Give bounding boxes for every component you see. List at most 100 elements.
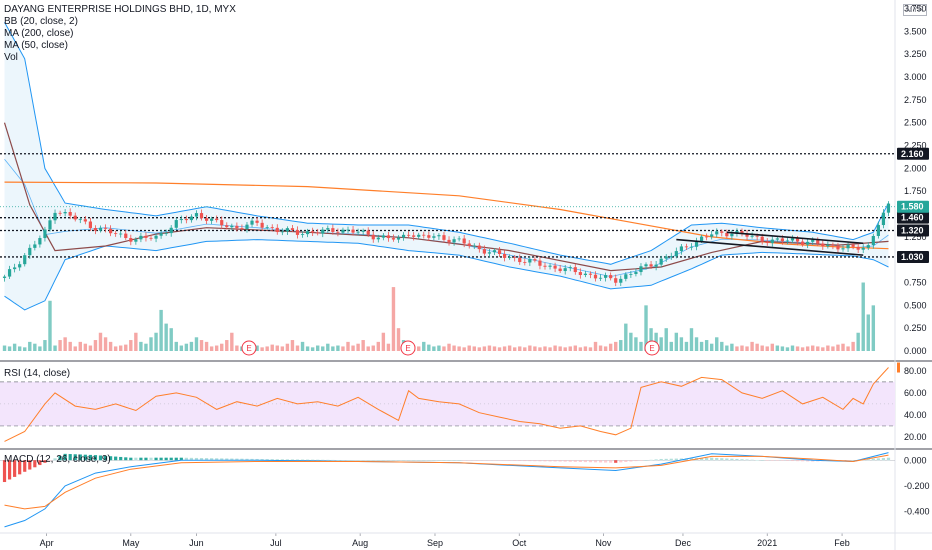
macd-histogram-bar: [33, 460, 37, 468]
macd-histogram-bar: [124, 457, 128, 461]
candle-body: [841, 248, 845, 250]
macd-histogram-bar: [204, 458, 209, 461]
volume-bar: [220, 343, 224, 351]
candle-body: [619, 278, 623, 283]
macd-histogram-bar: [715, 457, 719, 461]
candle-body: [371, 234, 375, 240]
currency-badge[interactable]: MYR: [903, 4, 927, 16]
volume-bar: [341, 346, 345, 351]
candle-body: [821, 243, 825, 247]
volume-bar: [831, 346, 835, 351]
macd-histogram-bar: [886, 457, 891, 461]
macd-histogram-bar: [801, 460, 805, 462]
candle-body: [795, 238, 800, 242]
macd-histogram-bar: [528, 460, 532, 462]
macd-histogram-bar: [139, 457, 143, 461]
earnings-badge-icon[interactable]: [644, 340, 660, 356]
volume-bar: [417, 346, 421, 351]
legend-bb[interactable]: BB (20, close, 2): [4, 16, 78, 27]
volume-bar: [43, 340, 47, 351]
volume-bar: [836, 344, 840, 351]
legend-rsi[interactable]: RSI (14, close): [4, 368, 71, 379]
candle-body: [210, 218, 214, 221]
volume-bar: [103, 337, 108, 351]
volume-bar: [775, 345, 780, 351]
volume-bar: [78, 341, 82, 351]
macd-signal-line: [4, 454, 889, 510]
volume-bar: [235, 345, 239, 351]
candle-body: [129, 238, 133, 242]
candle-body: [583, 273, 588, 276]
earnings-badge-icon[interactable]: [400, 340, 416, 356]
trendline: [726, 231, 864, 245]
candle-body: [295, 230, 300, 235]
volume-bar: [694, 337, 699, 351]
macd-histogram-bar: [63, 453, 67, 461]
legend-macd[interactable]: MACD (12, 26, close, 9): [4, 454, 111, 465]
macd-histogram-bar: [614, 460, 618, 463]
macd-histogram-bar: [508, 460, 512, 461]
candle-body: [533, 259, 537, 261]
volume-bar: [795, 346, 800, 351]
volume-bar: [442, 346, 446, 351]
volume-bar: [194, 337, 199, 351]
trendline: [676, 238, 864, 256]
legend-vol[interactable]: Vol: [4, 52, 18, 63]
macd-histogram-bar: [568, 460, 572, 462]
earnings-badges[interactable]: E E E: [241, 340, 660, 356]
candle-body: [215, 218, 219, 221]
candle-body: [401, 234, 406, 238]
time-tick-label: Nov: [595, 538, 612, 548]
candle-body: [755, 235, 759, 237]
candle-body: [609, 275, 613, 279]
candle-body: [437, 235, 441, 237]
price-tick-label: 1.750: [904, 186, 927, 196]
legend-ma50[interactable]: MA (50, close): [4, 40, 68, 51]
volume-bar: [543, 346, 547, 351]
volume-bar: [730, 343, 734, 351]
candle-body: [780, 238, 785, 242]
legend-ma200[interactable]: MA (200, close): [4, 28, 74, 39]
macd-histogram-bar: [260, 459, 264, 461]
macd-histogram-bar: [7, 460, 12, 480]
time-tick-label: Jun: [189, 538, 204, 548]
candle-body: [23, 255, 27, 265]
candle-body: [573, 267, 577, 273]
legend-symbol[interactable]: DAYANG ENTERPRISE HOLDINGS BHD, 1D, MYX: [4, 4, 236, 15]
macd-histogram-bar: [48, 460, 52, 461]
candle-body: [720, 231, 724, 233]
candle-body: [518, 257, 522, 263]
candle-body: [396, 237, 401, 240]
earnings-badge-icon[interactable]: [241, 340, 257, 356]
candle-body: [699, 236, 704, 242]
price-tick-label: 0.000: [904, 346, 927, 356]
volume-bar: [462, 347, 466, 351]
macd-histogram-bar: [220, 458, 224, 461]
macd-histogram-bar: [331, 459, 335, 461]
candle-body: [508, 257, 512, 259]
volume-bar: [649, 328, 653, 351]
macd-histogram-bar: [563, 460, 567, 462]
volume-bar: [209, 346, 214, 351]
macd-histogram-bar: [477, 460, 481, 461]
candle-body: [765, 241, 769, 244]
volume-bar: [538, 347, 542, 351]
volume-bar: [270, 344, 274, 351]
volume-bar: [644, 305, 648, 351]
candle-body: [856, 246, 860, 250]
candle-body: [2, 276, 7, 278]
volume-bar: [83, 343, 88, 351]
macd-histogram-bar: [78, 454, 82, 461]
candle-body: [801, 241, 805, 245]
candle-body: [604, 275, 608, 278]
volume-bar: [214, 345, 219, 351]
rsi-tick-label: 40.00: [904, 410, 927, 420]
volume-bar: [381, 332, 386, 351]
macd-histogram-bar: [381, 460, 385, 461]
macd-histogram-bar: [199, 458, 204, 461]
rsi-pane: [0, 367, 895, 442]
macd-histogram-bar: [462, 460, 466, 461]
macd-histogram-bar: [442, 460, 446, 461]
candle-body: [740, 230, 744, 234]
